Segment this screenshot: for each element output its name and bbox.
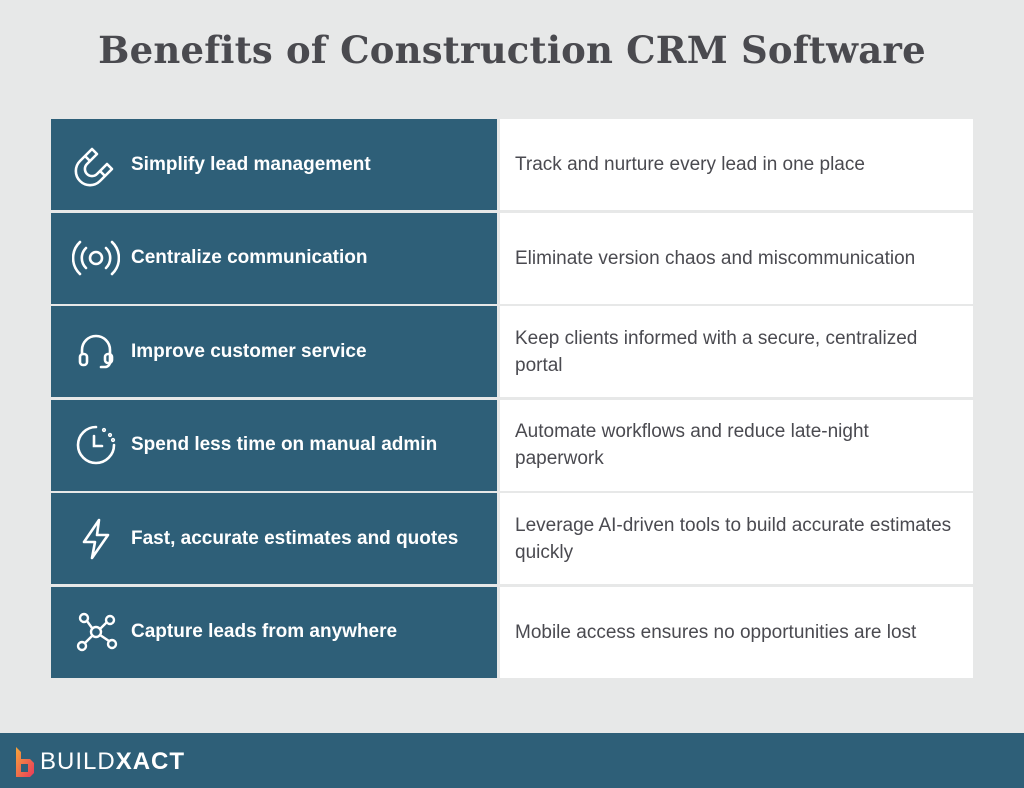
benefit-label: Simplify lead management — [131, 153, 371, 175]
magnet-icon — [71, 140, 121, 190]
benefit-cell: Centralize communication — [51, 212, 497, 304]
table-row: Improve customer service Keep clients in… — [51, 306, 973, 397]
broadcast-icon — [71, 233, 121, 283]
benefit-cell: Simplify lead management — [51, 119, 497, 210]
description-cell: Automate workflows and reduce late-night… — [500, 399, 973, 491]
description-cell: Mobile access ensures no opportunities a… — [500, 586, 973, 678]
logo-mark-icon — [16, 747, 34, 777]
table-row: Spend less time on manual admin Automate… — [51, 399, 973, 491]
table-row: Simplify lead management Track and nurtu… — [51, 119, 973, 210]
benefit-cell: Spend less time on manual admin — [51, 399, 497, 491]
description-cell: Eliminate version chaos and miscommunica… — [500, 212, 973, 304]
benefit-cell: Fast, accurate estimates and quotes — [51, 493, 497, 584]
benefit-cell: Capture leads from anywhere — [51, 586, 497, 678]
benefit-label: Fast, accurate estimates and quotes — [131, 527, 459, 549]
benefit-label: Improve customer service — [131, 340, 367, 362]
network-icon — [71, 607, 121, 657]
description-cell: Keep clients informed with a secure, cen… — [500, 306, 973, 397]
description-cell: Track and nurture every lead in one plac… — [500, 119, 973, 210]
headset-icon — [71, 327, 121, 377]
logo-text-bold: XACT — [115, 748, 186, 775]
benefit-cell: Improve customer service — [51, 306, 497, 397]
table-row: Centralize communication Eliminate versi… — [51, 212, 973, 304]
description-cell: Leverage AI-driven tools to build accura… — [500, 493, 973, 584]
footer: BUILDXACT — [0, 733, 1024, 788]
benefit-label: Spend less time on manual admin — [131, 434, 438, 455]
logo-text-light: BUILD — [40, 748, 116, 775]
page-title: Benefits of Construction CRM Software — [98, 28, 926, 72]
buildxact-logo: BUILDXACT — [14, 747, 185, 777]
benefits-table: Simplify lead management Track and nurtu… — [51, 119, 973, 680]
benefit-label: Capture leads from anywhere — [131, 621, 398, 642]
clock-icon — [71, 420, 121, 470]
table-row: Fast, accurate estimates and quotes Leve… — [51, 493, 973, 584]
lightning-icon — [71, 514, 121, 564]
table-row: Capture leads from anywhere Mobile acces… — [51, 586, 973, 678]
benefit-label: Centralize communication — [131, 247, 368, 268]
